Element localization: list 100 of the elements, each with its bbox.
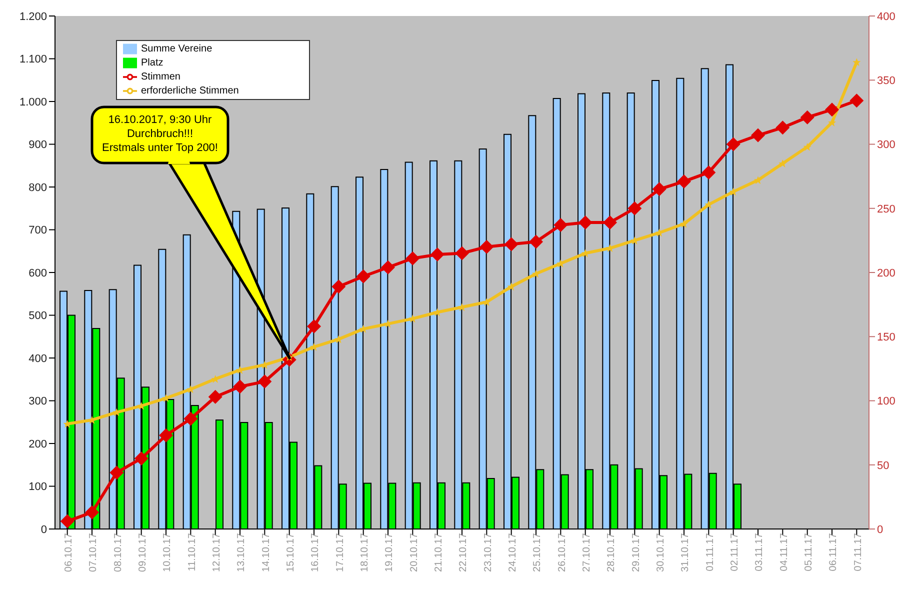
point	[208, 390, 222, 404]
y-tick-label: 700	[28, 224, 47, 237]
y2-tick-label: 200	[877, 267, 896, 280]
y2-tick-label: 250	[877, 203, 896, 216]
point	[828, 118, 836, 126]
legend-label: erforderliche Stimmen	[141, 86, 239, 97]
point	[680, 220, 688, 228]
point	[726, 137, 740, 152]
y-tick-label: 900	[28, 139, 47, 152]
point	[184, 412, 198, 426]
point	[776, 120, 790, 135]
x-tick-label: 14.10.17	[260, 532, 272, 572]
point	[307, 319, 321, 334]
point	[850, 94, 864, 108]
y2-tick-label: 300	[877, 139, 896, 152]
x-tick-label: 06.10.17	[63, 532, 74, 572]
x-tick-label: 06.11.17	[828, 532, 840, 572]
point	[310, 342, 318, 351]
x-tick-label: 29.10.17	[630, 532, 642, 572]
point	[652, 182, 666, 196]
legend-label: Platz	[141, 58, 164, 69]
y-tick-label: 200	[28, 438, 47, 450]
y-tick-label: 1.100	[19, 54, 47, 66]
x-tick-label: 19.10.17	[384, 532, 396, 572]
x-tick-label: 04.11.17	[778, 532, 790, 572]
point	[729, 188, 738, 196]
y-tick-label: 400	[28, 352, 47, 365]
point	[162, 394, 170, 402]
x-tick-label: 01.11.17	[704, 532, 716, 572]
y-tick-label: 100	[28, 481, 47, 494]
point	[754, 176, 762, 184]
x-tick-label: 23.10.17	[482, 532, 494, 572]
x-tick-label: 07.10.17	[88, 532, 100, 572]
point	[233, 380, 247, 394]
y-tick-label: 1.000	[19, 96, 47, 108]
point	[852, 58, 861, 66]
x-tick-label: 21.10.17	[433, 532, 444, 572]
x-tick-label: 30.10.17	[655, 532, 666, 572]
x-tick-label: 20.10.17	[408, 532, 420, 572]
y2-tick-label: 100	[877, 396, 896, 408]
point	[480, 240, 494, 254]
x-tick-label: 17.10.17	[334, 532, 346, 572]
point	[578, 215, 592, 230]
x-tick-label: 31.10.17	[680, 532, 692, 572]
x-tick-label: 16.10.17	[310, 532, 322, 572]
point	[482, 298, 491, 306]
x-tick-label: 13.10.17	[236, 532, 248, 572]
point	[603, 215, 617, 230]
point	[554, 218, 568, 232]
point	[85, 505, 99, 520]
y-tick-label: 300	[28, 396, 47, 408]
y-tick-label: 0	[40, 524, 47, 536]
point	[507, 282, 516, 291]
y-tick-label: 500	[28, 310, 47, 322]
x-tick-label: 10.10.17	[162, 532, 174, 572]
point	[406, 251, 420, 266]
y-tick-label: 1.200	[19, 10, 47, 23]
point	[88, 416, 96, 424]
point	[110, 466, 124, 480]
point	[384, 320, 392, 328]
x-tick-label: 09.10.17	[137, 532, 148, 572]
point	[134, 451, 148, 466]
legend-label: Stimmen	[141, 72, 180, 83]
x-tick-label: 27.10.17	[581, 532, 592, 572]
point	[60, 514, 74, 528]
point	[778, 159, 787, 168]
point	[159, 428, 173, 442]
x-tick-label: 28.10.17	[606, 532, 618, 572]
point	[800, 110, 814, 124]
y2-tick-label: 0	[877, 524, 884, 536]
point	[825, 102, 839, 117]
legend-label: Summe Vereine	[141, 44, 212, 55]
y-tick-label: 600	[28, 267, 47, 280]
y-tick-label: 800	[28, 182, 47, 194]
y2-tick-label: 50	[877, 460, 890, 472]
point	[258, 374, 272, 389]
x-tick-label: 12.10.17	[211, 532, 222, 572]
x-tick-label: 25.10.17	[532, 532, 544, 572]
annotation: 16.10.2017, 9:30 Uhr Durchbruch!!! Erstmals unter Top 200!	[102, 114, 218, 154]
point	[532, 270, 540, 278]
point	[430, 248, 444, 262]
x-tick-label: 05.11.17	[803, 532, 814, 572]
x-tick-label: 22.10.17	[458, 532, 470, 572]
point	[381, 260, 395, 274]
point	[504, 237, 518, 252]
point	[751, 128, 765, 142]
x-tick-label: 18.10.17	[359, 532, 370, 572]
x-tick-label: 11.10.17	[186, 532, 198, 572]
x-tick-label: 07.11.17	[852, 532, 864, 572]
y2-tick-label: 400	[877, 10, 896, 23]
point	[529, 234, 543, 249]
x-tick-label: 03.11.17	[754, 532, 766, 572]
x-tick-label: 26.10.17	[556, 532, 568, 572]
x-tick-label: 24.10.17	[507, 532, 518, 572]
point	[236, 366, 244, 374]
point	[356, 269, 370, 284]
x-tick-label: 02.11.17	[729, 532, 740, 572]
point	[455, 246, 469, 260]
x-tick-label: 08.10.17	[112, 532, 124, 572]
y2-tick-label: 150	[877, 332, 896, 344]
